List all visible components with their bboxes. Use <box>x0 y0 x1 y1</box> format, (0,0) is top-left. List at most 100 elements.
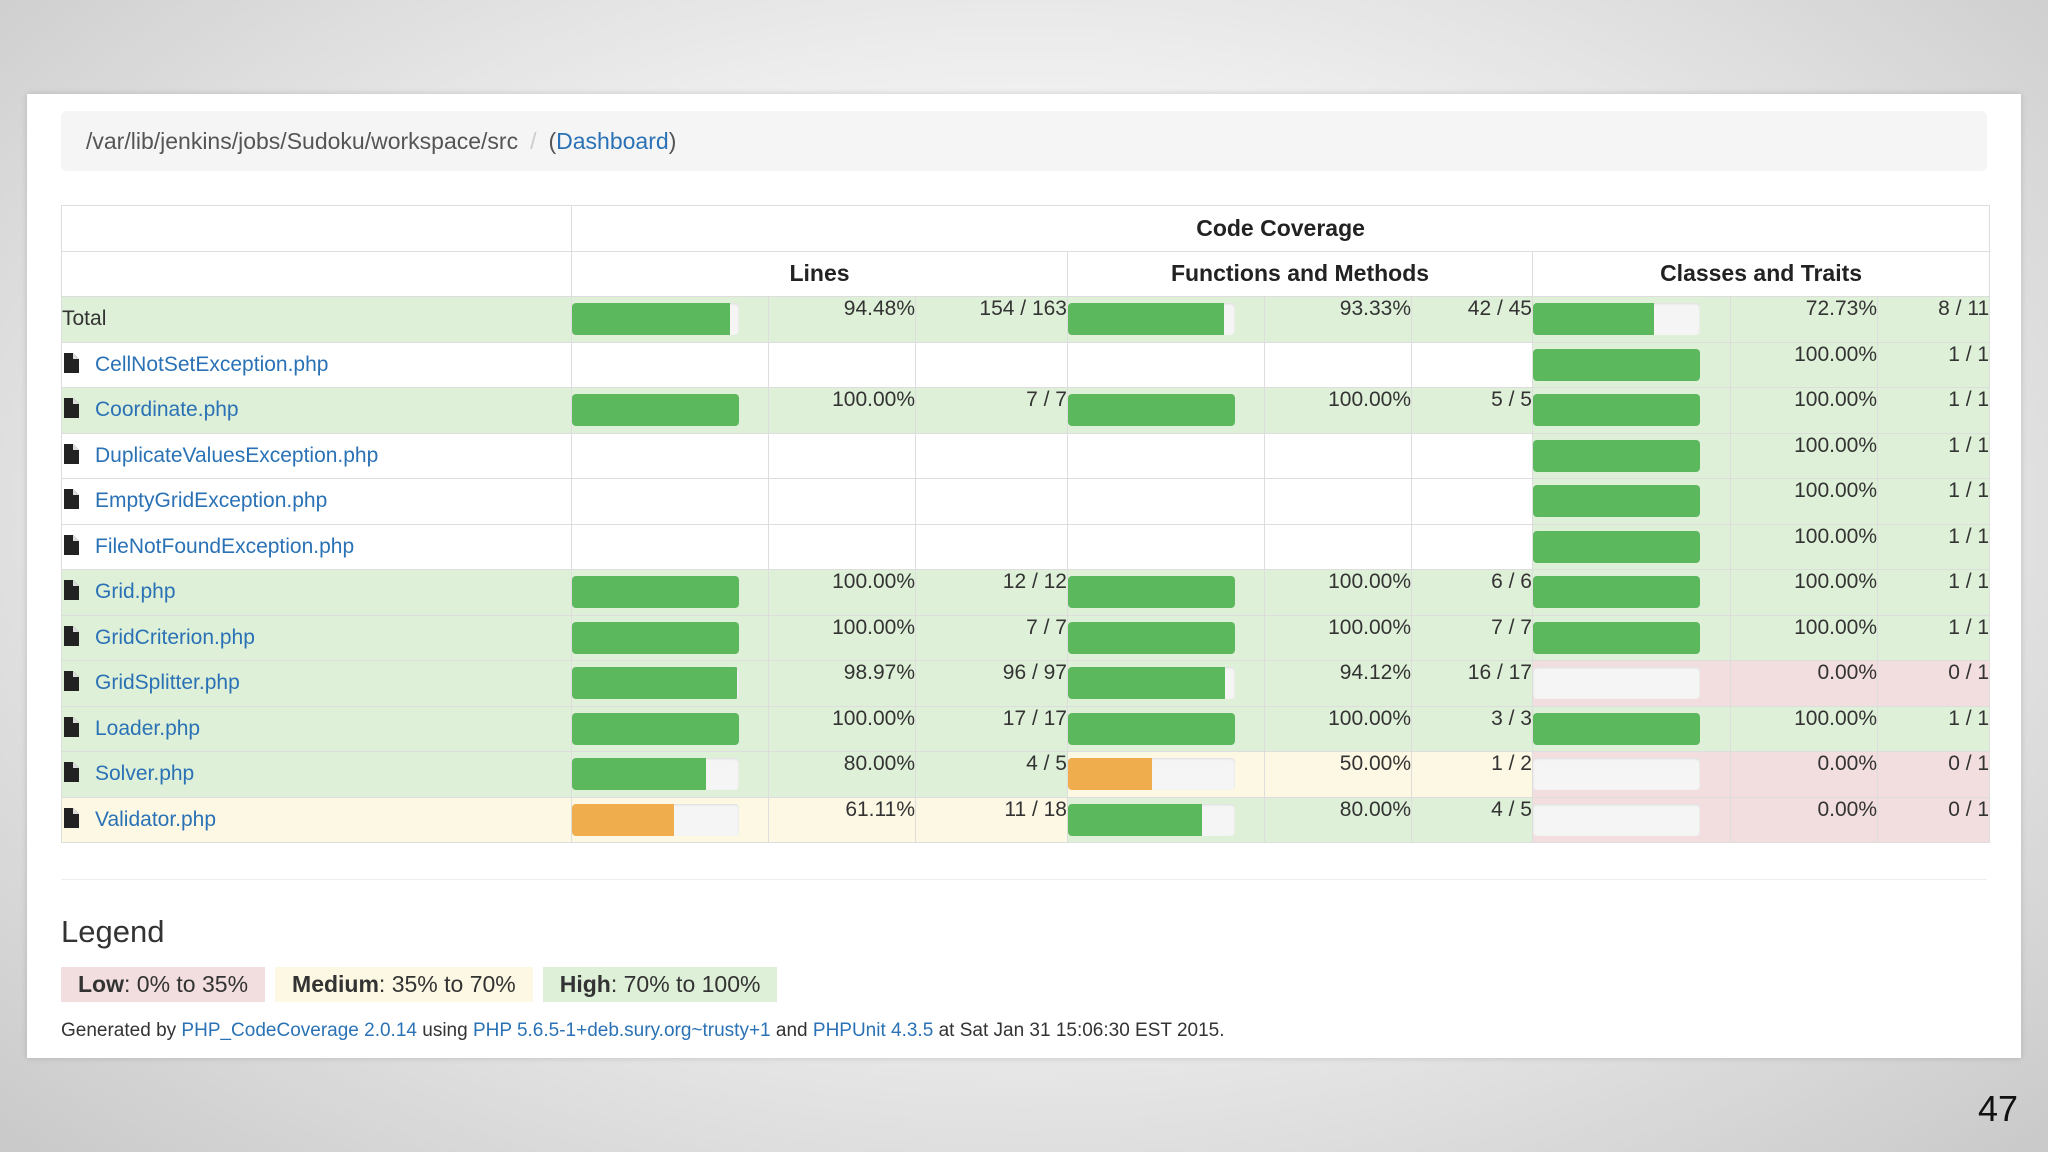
functions-progress-bar <box>1068 621 1235 654</box>
legend-medium-label: Medium <box>292 971 379 997</box>
lines-percent: 94.48% <box>768 296 916 343</box>
lines-ratio: 12 / 12 <box>915 569 1068 616</box>
file-link[interactable]: Solver.php <box>95 762 195 786</box>
lines-progress-bar <box>572 712 739 745</box>
breadcrumb-close-paren: ) <box>668 128 677 154</box>
lines-bar-cell <box>571 478 769 525</box>
classes-ratio: 1 / 1 <box>1876 523 1991 570</box>
functions-ratio: 5 / 5 <box>1411 387 1533 434</box>
classes-percent: 100.00% <box>1730 478 1878 525</box>
table-row: Validator.php 61.11% 11 / 18 80.00% 4 / 5 0.0… <box>61 796 1991 843</box>
functions-progress-bar <box>1068 712 1235 745</box>
classes-bar-cell <box>1532 796 1731 843</box>
functions-ratio: 1 / 2 <box>1411 751 1533 798</box>
classes-bar-cell <box>1532 341 1731 388</box>
file-link[interactable]: DuplicateValuesException.php <box>95 443 379 467</box>
classes-percent: 100.00% <box>1730 614 1878 661</box>
functions-bar-cell <box>1067 660 1265 707</box>
classes-percent: 100.00% <box>1730 341 1878 388</box>
classes-progress-bar <box>1533 348 1700 381</box>
lines-ratio: 7 / 7 <box>915 614 1068 661</box>
legend: Low: 0% to 35% Medium: 35% to 70% High: … <box>61 967 778 1002</box>
functions-percent: 100.00% <box>1264 614 1412 661</box>
lines-percent: 100.00% <box>768 387 916 434</box>
file-icon <box>64 807 79 828</box>
classes-bar-cell <box>1532 751 1731 798</box>
functions-bar-cell <box>1067 432 1265 479</box>
file-link[interactable]: CellNotSetException.php <box>95 352 329 376</box>
phpunit-link[interactable]: PHPUnit 4.3.5 <box>812 1020 934 1041</box>
functions-ratio <box>1411 432 1533 479</box>
lines-bar-cell <box>571 432 769 479</box>
classes-progress-bar <box>1533 803 1700 836</box>
functions-bar-cell <box>1067 478 1265 525</box>
code-coverage-header: Code Coverage <box>570 205 1991 252</box>
file-link[interactable]: Validator.php <box>95 807 217 831</box>
classes-progress-fill <box>1533 439 1700 472</box>
file-link[interactable]: EmptyGridException.php <box>95 489 328 513</box>
file-link[interactable]: FileNotFoundException.php <box>95 534 355 558</box>
functions-bar-cell <box>1067 296 1265 343</box>
lines-ratio <box>915 432 1068 479</box>
legend-low-label: Low <box>78 971 124 997</box>
file-icon <box>64 625 79 646</box>
file-name-cell: Loader.php <box>61 705 572 752</box>
classes-bar-cell <box>1532 660 1731 707</box>
functions-bar-cell <box>1067 523 1265 570</box>
lines-header: Lines <box>571 250 1068 297</box>
lines-percent <box>768 478 916 525</box>
functions-percent <box>1264 523 1412 570</box>
classes-progress-fill <box>1533 485 1700 518</box>
functions-progress-fill <box>1068 667 1226 700</box>
classes-percent: 0.00% <box>1730 751 1878 798</box>
functions-bar-cell <box>1067 614 1265 661</box>
file-icon <box>64 762 79 783</box>
classes-bar-cell <box>1532 478 1731 525</box>
file-link[interactable]: Grid.php <box>95 580 176 604</box>
lines-progress-bar <box>572 303 739 336</box>
lines-ratio <box>915 478 1068 525</box>
legend-high-label: High <box>559 971 611 997</box>
file-link[interactable]: GridCriterion.php <box>95 625 255 649</box>
lines-bar-cell <box>571 387 769 434</box>
functions-methods-header: Functions and Methods <box>1067 250 1533 297</box>
classes-progress-bar <box>1533 712 1700 745</box>
lines-ratio: 4 / 5 <box>915 751 1068 798</box>
classes-progress-fill <box>1533 621 1700 654</box>
lines-ratio: 7 / 7 <box>915 387 1068 434</box>
classes-ratio: 1 / 1 <box>1876 569 1991 616</box>
header-blank-cell <box>61 205 572 252</box>
legend-low-range: : 0% to 35% <box>124 971 249 997</box>
coverage-table: Code Coverage Lines Functions and Method… <box>61 205 1991 843</box>
file-link[interactable]: Loader.php <box>95 716 201 740</box>
file-link[interactable]: GridSplitter.php <box>95 671 240 695</box>
functions-progress-fill <box>1068 394 1235 427</box>
classes-progress-fill <box>1533 712 1700 745</box>
classes-percent: 100.00% <box>1730 705 1878 752</box>
php-version-link[interactable]: PHP 5.6.5-1+deb.sury.org~trusty+1 <box>472 1020 771 1041</box>
divider <box>61 879 1987 880</box>
lines-progress-bar <box>572 576 739 609</box>
functions-progress-fill <box>1068 576 1235 609</box>
slide-number: 47 <box>1977 1088 2018 1129</box>
file-icon <box>64 352 79 373</box>
functions-bar-cell <box>1067 387 1265 434</box>
classes-percent: 72.73% <box>1730 296 1878 343</box>
classes-progress-fill <box>1533 348 1700 381</box>
classes-progress-bar <box>1533 394 1700 427</box>
legend-medium-range: : 35% to 70% <box>378 971 516 997</box>
lines-progress-fill <box>572 803 675 836</box>
classes-ratio: 1 / 1 <box>1876 705 1991 752</box>
dashboard-link[interactable]: Dashboard <box>556 128 669 154</box>
lines-progress-bar <box>572 758 739 791</box>
file-link[interactable]: Coordinate.php <box>95 398 239 422</box>
lines-progress-bar <box>572 394 739 427</box>
classes-ratio: 1 / 1 <box>1876 478 1991 525</box>
file-icon <box>64 534 79 555</box>
breadcrumb: /var/lib/jenkins/jobs/Sudoku/workspace/s… <box>61 111 1987 171</box>
php-codecoverage-link[interactable]: PHP_CodeCoverage 2.0.14 <box>181 1020 417 1041</box>
legend-medium: Medium: 35% to 70% <box>275 967 533 1002</box>
legend-high-range: : 70% to 100% <box>610 971 761 997</box>
lines-progress-fill <box>572 394 739 427</box>
classes-bar-cell <box>1532 523 1731 570</box>
